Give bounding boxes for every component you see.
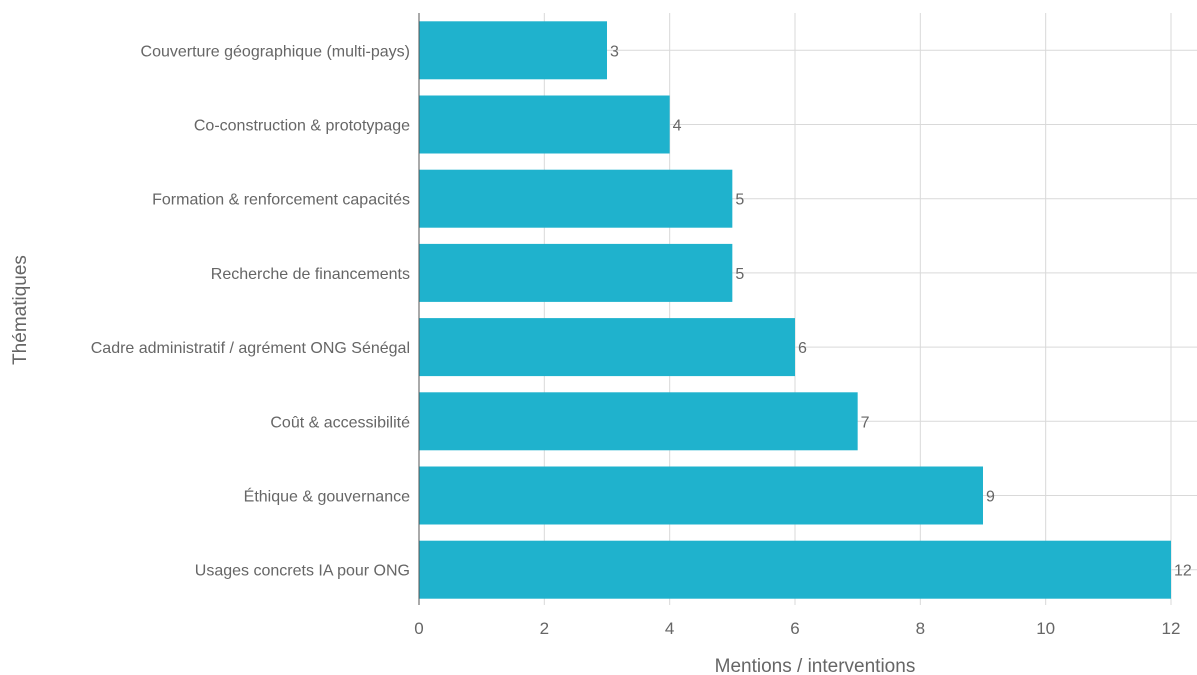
bar	[419, 318, 795, 377]
bar	[419, 392, 858, 451]
value-label: 6	[798, 340, 807, 357]
bar	[419, 169, 733, 228]
bar	[419, 21, 607, 80]
category-label: Co-construction & prototypage	[194, 118, 410, 135]
category-label: Formation & renforcement capacités	[152, 192, 410, 209]
x-tick-labels: 0 2 4 6 8 10 12	[414, 619, 1180, 638]
x-tick-label: 8	[916, 619, 925, 638]
value-labels: 3 4 5 5 6 7 9 12	[610, 43, 1192, 579]
x-tick-label: 2	[540, 619, 549, 638]
bar	[419, 243, 733, 302]
value-label: 4	[673, 118, 682, 135]
y-axis-title: Thématiques	[10, 255, 31, 365]
category-label: Coût & accessibilité	[270, 414, 410, 431]
x-tick-label: 0	[414, 619, 423, 638]
category-label: Recherche de financements	[211, 266, 410, 283]
value-label: 9	[986, 489, 995, 506]
bar	[419, 540, 1171, 599]
x-tick-label: 4	[665, 619, 674, 638]
category-label: Éthique & gouvernance	[244, 487, 410, 506]
x-axis-title: Mentions / interventions	[715, 656, 916, 675]
value-label: 12	[1174, 563, 1192, 580]
value-label: 5	[735, 192, 744, 209]
x-tick-label: 10	[1036, 619, 1055, 638]
category-label: Couverture géographique (multi-pays)	[141, 43, 410, 60]
category-label: Usages concrets IA pour ONG	[195, 563, 410, 580]
value-label: 5	[735, 266, 744, 283]
value-label: 7	[861, 414, 870, 431]
bar	[419, 466, 983, 525]
bars	[419, 21, 1171, 599]
category-label: Cadre administratif / agrément ONG Sénég…	[91, 340, 410, 357]
x-tick-label: 6	[790, 619, 799, 638]
category-labels: Couverture géographique (multi-pays) Co-c…	[91, 43, 410, 579]
bar	[419, 95, 670, 154]
x-tick-label: 12	[1162, 619, 1181, 638]
value-label: 3	[610, 43, 619, 60]
